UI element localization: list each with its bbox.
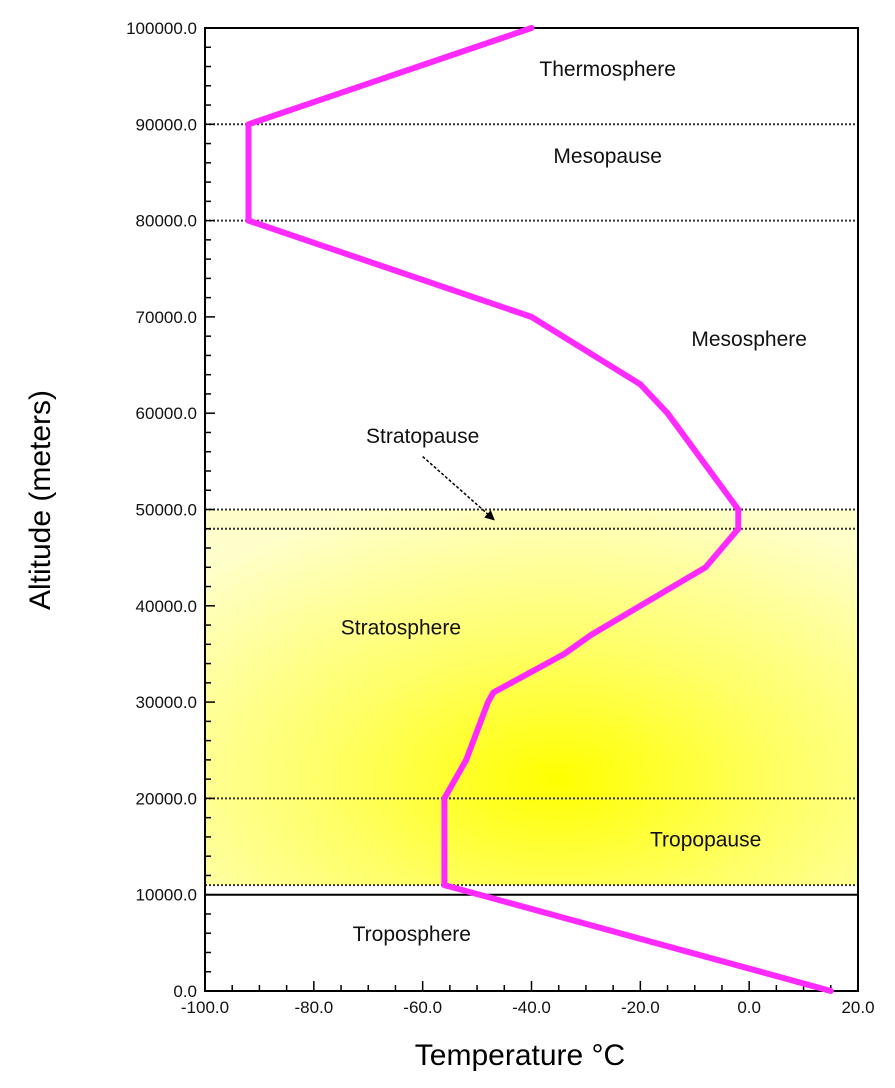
y-tick-label: 70000.0 bbox=[136, 308, 197, 327]
x-tick-label: 20.0 bbox=[841, 998, 874, 1017]
region-label: Troposphere bbox=[353, 923, 471, 946]
y-tick-label: 0.0 bbox=[173, 982, 197, 1001]
x-tick-label: -40.0 bbox=[512, 998, 551, 1017]
y-tick-label: 90000.0 bbox=[136, 115, 197, 134]
x-tick-label: -20.0 bbox=[621, 998, 660, 1017]
y-tick-label: 40000.0 bbox=[136, 597, 197, 616]
region-label: Stratosphere bbox=[341, 617, 461, 640]
region-label: Mesopause bbox=[553, 145, 662, 168]
y-tick-label: 10000.0 bbox=[136, 886, 197, 905]
temperature-profile-line bbox=[245, 25, 834, 994]
x-tick-label: -100.0 bbox=[181, 998, 229, 1017]
stratosphere-band bbox=[206, 509, 857, 886]
region-label: Tropopause bbox=[650, 829, 761, 852]
y-tick-label: 80000.0 bbox=[136, 212, 197, 231]
x-tick-label: -60.0 bbox=[403, 998, 442, 1017]
x-tick-label: 0.0 bbox=[737, 998, 761, 1017]
y-axis-title: Altitude (meters) bbox=[24, 390, 57, 610]
x-tick-label: -80.0 bbox=[294, 998, 333, 1017]
region-label: Mesosphere bbox=[691, 328, 807, 351]
region-label: Stratopause bbox=[366, 425, 479, 448]
y-tick-label: 60000.0 bbox=[136, 404, 197, 423]
y-tick-label: 100000.0 bbox=[126, 19, 197, 38]
y-tick-label: 50000.0 bbox=[136, 501, 197, 520]
x-axis-title: Temperature °C bbox=[415, 1039, 625, 1072]
y-tick-label: 30000.0 bbox=[136, 693, 197, 712]
region-label: Thermosphere bbox=[539, 58, 676, 81]
y-tick-label: 20000.0 bbox=[136, 789, 197, 808]
stratopause-arrow bbox=[422, 455, 495, 521]
